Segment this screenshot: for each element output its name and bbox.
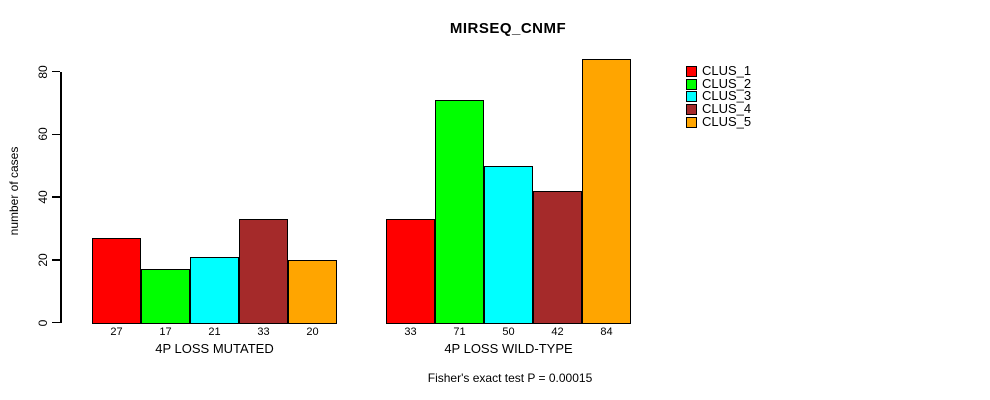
legend-item: CLUS_3 bbox=[686, 90, 751, 103]
y-axis-tick bbox=[52, 196, 60, 198]
bar-value-label: 42 bbox=[551, 326, 564, 338]
bar-clus_2 bbox=[141, 269, 190, 324]
bar-clus_4 bbox=[239, 218, 288, 324]
bar-clus_5 bbox=[582, 58, 631, 324]
legend-swatch bbox=[686, 65, 697, 77]
y-axis-tick-label: 60 bbox=[36, 127, 50, 141]
fisher-test-annotation: Fisher's exact test P = 0.00015 bbox=[427, 371, 593, 385]
bar-clus_1 bbox=[92, 237, 141, 324]
bar-value-label: 33 bbox=[257, 326, 270, 338]
y-axis-tick bbox=[52, 259, 60, 261]
bar-clus_3 bbox=[190, 256, 239, 324]
legend-swatch bbox=[686, 78, 697, 90]
bar-value-label: 17 bbox=[159, 326, 172, 338]
bar-clus_3 bbox=[484, 165, 533, 324]
bar-clus_2 bbox=[435, 99, 484, 324]
legend-swatch bbox=[686, 91, 697, 103]
y-axis-tick bbox=[52, 70, 60, 73]
y-axis-tick-label: 0 bbox=[36, 319, 50, 326]
legend-label: CLUS_3 bbox=[702, 88, 752, 104]
y-axis-line bbox=[60, 71, 62, 323]
bar-value-label: 27 bbox=[110, 326, 123, 338]
bar-value-label: 84 bbox=[600, 326, 613, 338]
bar-value-label: 50 bbox=[502, 326, 515, 338]
legend-item: CLUS_4 bbox=[686, 101, 752, 117]
bar-clus_4 bbox=[533, 190, 582, 324]
bar-value-label: 33 bbox=[404, 326, 417, 338]
legend-item: CLUS_2 bbox=[686, 75, 752, 91]
legend-item: CLUS_5 bbox=[686, 113, 752, 129]
bar-clus_5 bbox=[288, 259, 337, 324]
bar-value-label: 20 bbox=[306, 326, 319, 338]
legend-label: CLUS_5 bbox=[702, 113, 752, 129]
y-axis-tick-label: 40 bbox=[36, 190, 50, 204]
bar-value-label: 21 bbox=[208, 326, 221, 338]
legend-item: CLUS_1 bbox=[686, 63, 752, 78]
y-axis-tick bbox=[52, 133, 60, 135]
group-label: 4P LOSS WILD-TYPE bbox=[444, 341, 573, 356]
legend-label: CLUS_4 bbox=[702, 101, 752, 117]
legend-swatch bbox=[686, 116, 697, 128]
bar-clus_1 bbox=[386, 218, 435, 324]
legend: CLUS_1 CLUS_2 CLUS_3 CLUS_4 CLUS_5 bbox=[686, 63, 752, 129]
legend-label: CLUS_1 bbox=[702, 63, 752, 78]
y-axis-tick bbox=[52, 321, 60, 324]
chart-title: MIRSEQ_CNMF bbox=[449, 20, 567, 37]
group-label: 4P LOSS MUTATED bbox=[155, 341, 274, 356]
y-axis-label: number of cases bbox=[7, 146, 21, 236]
legend-swatch bbox=[686, 103, 697, 115]
bar-value-label: 71 bbox=[453, 326, 466, 338]
y-axis-tick-label: 20 bbox=[36, 253, 50, 267]
y-axis-tick-label: 80 bbox=[36, 64, 50, 79]
legend-label: CLUS_2 bbox=[702, 75, 752, 91]
